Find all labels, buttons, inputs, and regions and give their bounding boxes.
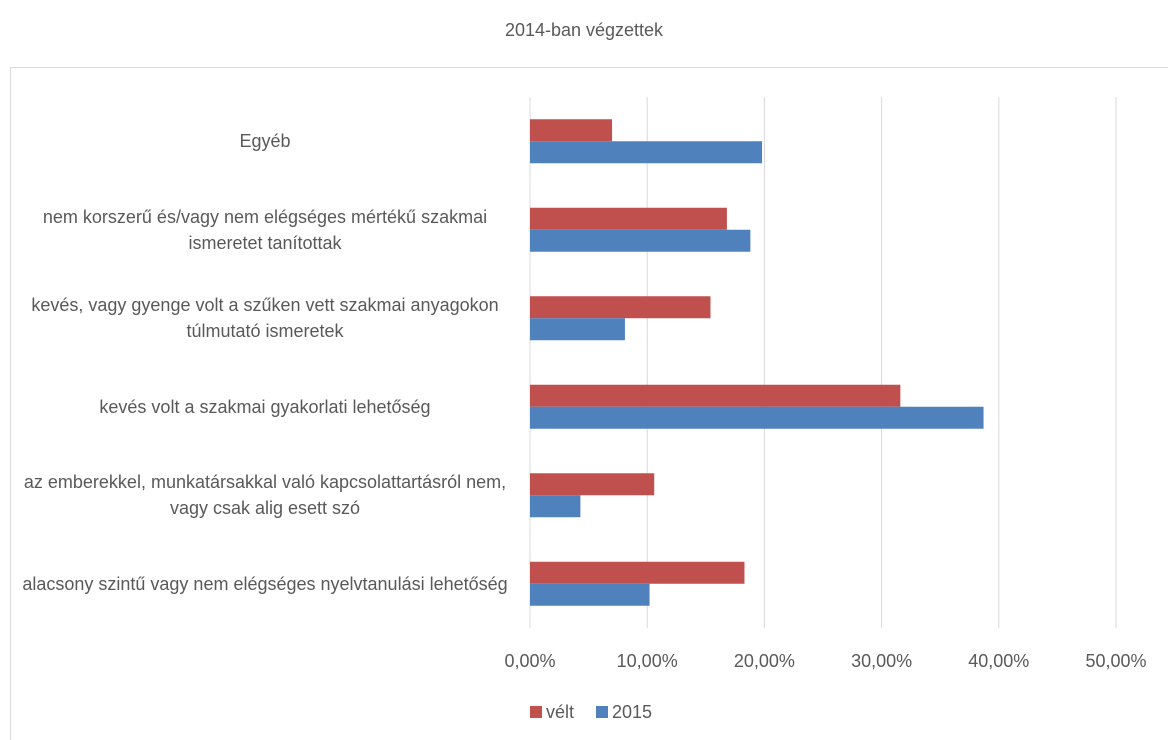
bar — [530, 583, 650, 606]
legend-swatch — [530, 706, 542, 718]
bar — [530, 119, 613, 142]
bar — [530, 473, 655, 496]
bar — [530, 384, 901, 407]
legend-label: vélt — [546, 702, 574, 722]
y-tick-label: nem korszerű és/vagy nem elégséges mérté… — [42, 206, 488, 253]
bar — [530, 229, 751, 252]
x-tick-label: 30,00% — [851, 651, 912, 671]
y-tick-label: kevés, vagy gyenge volt a szűken vett sz… — [31, 295, 499, 342]
bar — [530, 296, 711, 319]
chart-border — [10, 67, 1168, 740]
x-tick-label: 50,00% — [1085, 651, 1146, 671]
x-tick-label: 40,00% — [968, 651, 1029, 671]
x-tick-label: 20,00% — [734, 651, 795, 671]
bar — [530, 406, 984, 429]
legend-swatch — [596, 706, 609, 718]
y-tick-label: kevés volt a szakmai gyakorlati lehetősé… — [99, 396, 431, 417]
x-tick-label: 10,00% — [617, 651, 678, 671]
bar — [530, 495, 581, 518]
legend-label: 2015 — [612, 702, 652, 722]
bar — [530, 207, 727, 230]
y-tick-label: Egyéb — [239, 131, 291, 152]
x-tick-label: 0,00% — [504, 651, 555, 671]
bar — [530, 141, 763, 164]
y-tick-label: alacsony szintű vagy nem elégséges nyelv… — [22, 573, 508, 594]
chart-title: 2014-ban végzettek — [505, 20, 664, 40]
bar — [530, 561, 745, 584]
bar — [530, 318, 625, 341]
y-tick-label: az emberekkel, munkatársakkal való kapcs… — [23, 472, 507, 519]
